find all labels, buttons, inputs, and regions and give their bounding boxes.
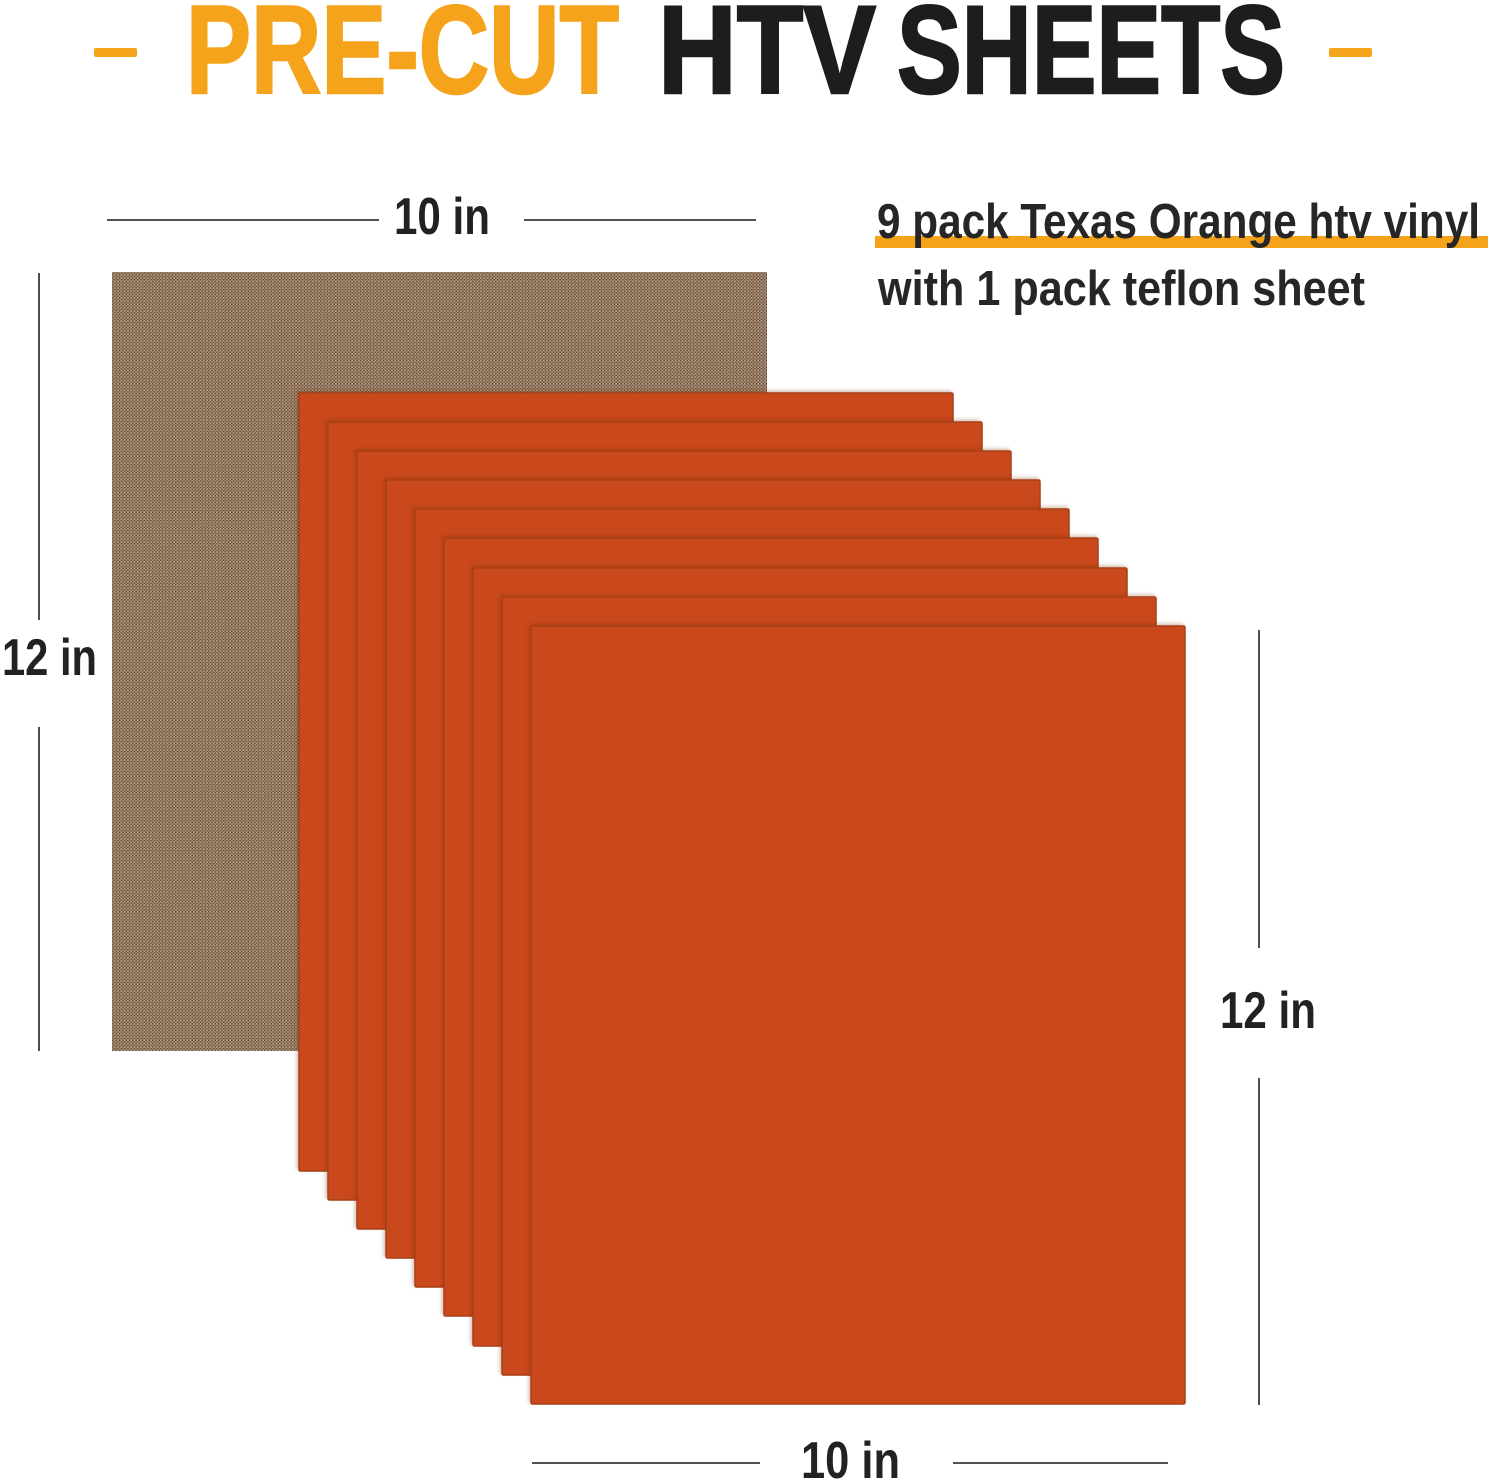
svg-text:12 in: 12 in — [2, 629, 97, 687]
svg-text:HTV: HTV — [658, 0, 876, 120]
svg-text:SHEETS: SHEETS — [897, 0, 1285, 120]
svg-text:with 1 pack teflon sheet: with 1 pack teflon sheet — [877, 262, 1365, 316]
svg-text:10 in: 10 in — [394, 188, 490, 246]
svg-text:PRE-CUT: PRE-CUT — [186, 0, 619, 120]
svg-text:12 in: 12 in — [1220, 982, 1316, 1040]
svg-text:9 pack Texas Orange htv vinyl: 9 pack Texas Orange htv vinyl — [877, 195, 1480, 249]
svg-text:10 in: 10 in — [801, 1432, 900, 1481]
